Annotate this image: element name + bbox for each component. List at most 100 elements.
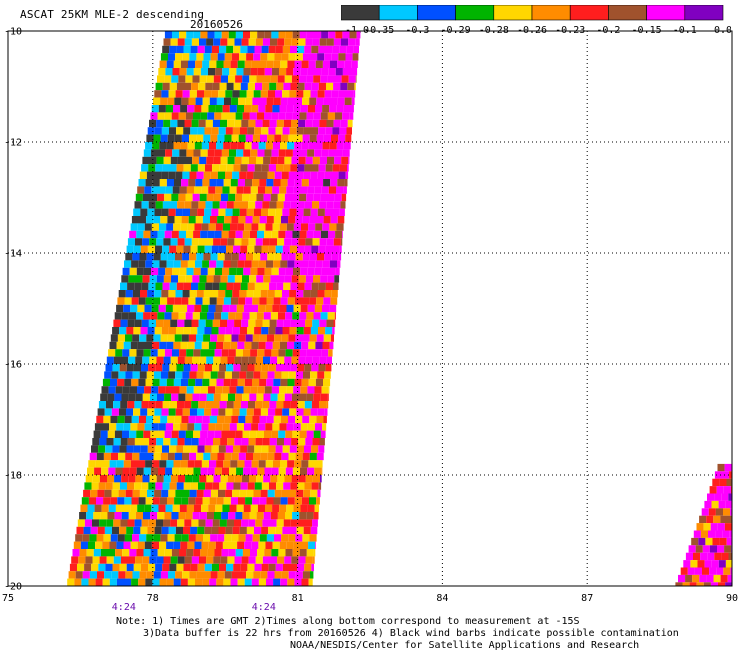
data-cell xyxy=(253,452,261,461)
data-cell xyxy=(201,504,209,512)
data-cell xyxy=(299,549,307,557)
data-cell xyxy=(248,238,256,246)
data-cell xyxy=(328,68,336,76)
data-cell xyxy=(185,75,193,83)
data-cell xyxy=(239,408,247,416)
data-cell xyxy=(170,438,178,446)
data-cell xyxy=(155,82,163,91)
data-cell xyxy=(203,571,211,579)
data-cell xyxy=(281,571,289,579)
data-cell xyxy=(244,460,252,468)
data-cell xyxy=(226,164,234,172)
data-cell xyxy=(245,334,253,342)
data-cell xyxy=(155,164,163,172)
color-scale-bar: -1.0-0.35 -0.3 -0.29 -0.28 -0.26 -0.23 -0.2 -0.… xyxy=(341,5,731,35)
data-cell xyxy=(282,208,290,216)
data-cell xyxy=(251,223,259,231)
data-cell xyxy=(170,238,178,246)
data-cell xyxy=(170,38,178,46)
data-cell xyxy=(175,408,183,416)
data-cell xyxy=(238,534,246,542)
data-cell xyxy=(144,541,152,549)
data-cell xyxy=(157,549,165,557)
data-cell xyxy=(102,541,110,549)
data-cell xyxy=(237,541,245,549)
data-cell xyxy=(86,512,94,520)
data-cell xyxy=(133,445,141,453)
data-cell xyxy=(255,119,263,128)
data-cell xyxy=(243,186,251,194)
data-cell xyxy=(329,341,334,350)
data-cell xyxy=(223,297,231,305)
data-cell xyxy=(182,408,190,416)
data-cell xyxy=(130,304,138,313)
data-cell xyxy=(275,445,283,453)
data-cell xyxy=(211,208,219,216)
data-cell xyxy=(126,526,134,535)
data-cell xyxy=(141,364,149,372)
data-cell xyxy=(264,349,272,357)
data-cell xyxy=(138,179,146,187)
data-cell xyxy=(109,541,117,549)
data-cell xyxy=(217,571,225,579)
data-cell xyxy=(113,519,121,527)
data-cell xyxy=(175,90,183,98)
data-cell xyxy=(146,571,154,579)
data-cell xyxy=(312,319,320,327)
data-cell xyxy=(297,282,305,290)
data-cell xyxy=(82,571,90,579)
data-cell xyxy=(209,60,217,68)
data-cell xyxy=(265,341,273,350)
colorbar-label: -0.15 xyxy=(632,25,662,35)
data-cell xyxy=(294,60,302,68)
data-cell xyxy=(246,571,254,579)
data-cell xyxy=(196,334,204,342)
data-cell xyxy=(268,127,276,135)
data-cell xyxy=(222,504,230,512)
data-cell xyxy=(318,164,326,172)
data-cell xyxy=(228,75,236,83)
data-cell xyxy=(299,393,307,401)
data-cell xyxy=(223,142,231,150)
data-cell xyxy=(106,438,114,446)
data-cell xyxy=(723,508,731,516)
data-cell xyxy=(137,341,145,350)
data-cell xyxy=(170,356,178,364)
data-cell xyxy=(161,327,169,335)
data-cell xyxy=(280,60,288,68)
data-cell xyxy=(317,371,325,379)
data-cell xyxy=(176,45,184,54)
data-cell xyxy=(244,105,252,113)
data-cell xyxy=(253,489,261,498)
data-cell xyxy=(240,364,248,372)
data-cell xyxy=(197,208,205,216)
data-cell xyxy=(706,515,714,524)
data-cell xyxy=(274,534,282,542)
data-cell xyxy=(327,112,335,120)
data-cell xyxy=(164,75,172,83)
data-cell xyxy=(142,393,150,401)
data-cell xyxy=(223,578,231,586)
data-cell xyxy=(170,519,178,527)
data-cell xyxy=(103,452,111,461)
data-cell xyxy=(279,541,287,549)
data-cell xyxy=(157,430,165,438)
data-cell xyxy=(310,408,318,416)
data-cell xyxy=(279,186,287,194)
data-cell xyxy=(182,452,190,461)
data-cell xyxy=(245,134,253,142)
data-cell xyxy=(232,526,240,535)
data-cell xyxy=(243,467,251,475)
data-cell xyxy=(189,53,197,61)
data-cell xyxy=(155,282,163,290)
data-cell xyxy=(118,489,126,498)
data-cell xyxy=(150,149,158,157)
data-cell xyxy=(296,290,304,298)
data-cell xyxy=(203,53,211,61)
data-cell xyxy=(84,482,92,490)
data-cell xyxy=(287,142,295,150)
data-cell xyxy=(173,60,181,68)
data-cell xyxy=(268,245,276,253)
data-cell xyxy=(262,282,270,290)
data-cell xyxy=(76,526,84,535)
